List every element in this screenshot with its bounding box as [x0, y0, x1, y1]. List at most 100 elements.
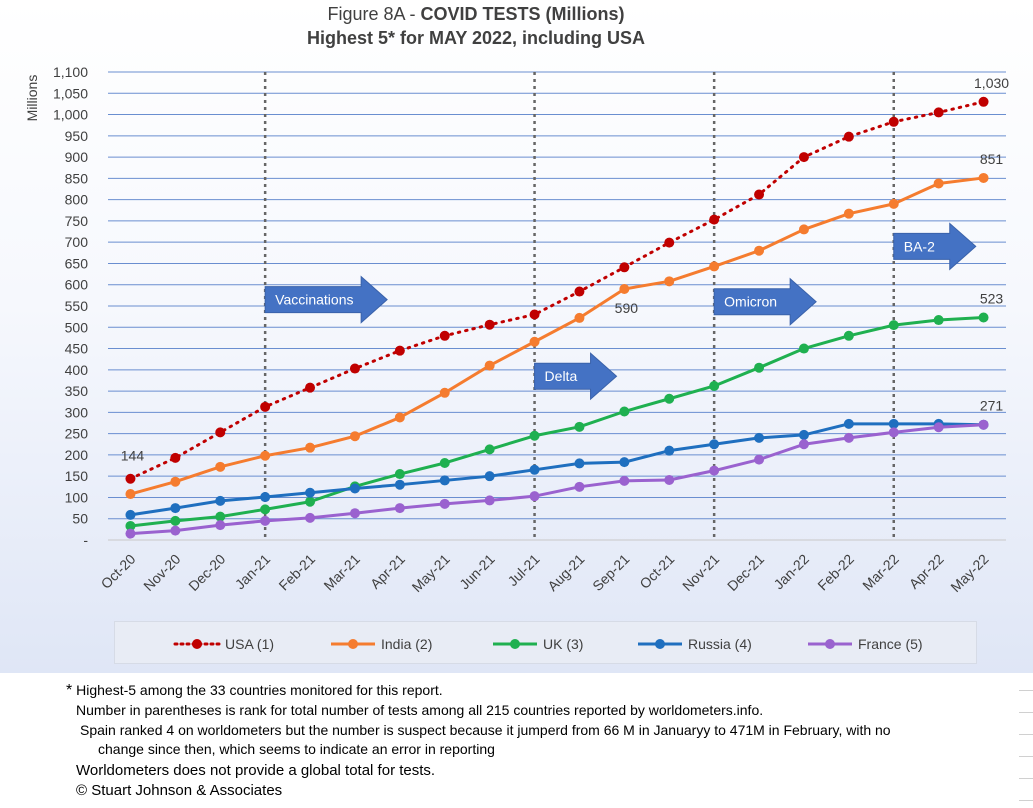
data-point-usa-1	[798, 152, 809, 163]
data-point-india-2	[260, 450, 271, 461]
data-point-india-2	[215, 461, 226, 472]
data-point-france-5	[574, 481, 585, 492]
y-tick-label: 1,100	[53, 64, 88, 80]
data-point-russia-4	[125, 509, 136, 520]
legend-label-russia: Russia (4)	[688, 635, 752, 652]
footnote-highest-5: * Highest-5 among the 33 countries monit…	[66, 682, 443, 700]
x-tick-label: Jun-21	[456, 551, 498, 593]
data-point-india-2	[125, 489, 136, 500]
data-point-usa-1	[888, 116, 899, 127]
x-tick-label: Apr-21	[367, 551, 408, 592]
data-point-france-5	[664, 475, 675, 486]
data-point-uk-3	[664, 393, 675, 404]
chart-title-prefix: Figure 8A -	[327, 4, 420, 24]
data-point-usa-1	[709, 214, 720, 225]
data-point-france-5	[978, 419, 989, 430]
y-tick-label: 150	[65, 468, 89, 484]
y-tick-label: 650	[65, 255, 89, 271]
series-line-russia-4	[128, 422, 986, 517]
series-lines	[125, 96, 989, 539]
y-tick-label: 700	[65, 234, 89, 250]
x-tick-label: Dec-20	[185, 551, 228, 594]
data-point-france-5	[484, 495, 495, 506]
data-point-usa-1	[394, 345, 405, 356]
data-point-india-2	[798, 224, 809, 235]
data-point-russia-4	[574, 458, 585, 469]
data-point-usa-1	[529, 309, 540, 320]
chart-title-bold: COVID TESTS (Millions)	[421, 4, 625, 24]
legend-item-france: France (5)	[806, 622, 923, 665]
data-point-usa-1	[933, 107, 944, 118]
edge-rule	[1019, 690, 1033, 691]
data-point-uk-3	[978, 312, 989, 323]
y-tick-label: 1,050	[53, 85, 88, 101]
series-line-uk-3	[128, 315, 986, 528]
y-tick-label: 900	[65, 149, 89, 165]
data-point-france-5	[125, 528, 136, 539]
data-point-uk-3	[574, 421, 585, 432]
data-point-usa-1	[484, 319, 495, 330]
data-point-france-5	[709, 465, 720, 476]
data-point-uk-3	[619, 406, 630, 417]
data-point-france-5	[754, 454, 765, 465]
data-point-uk-3	[798, 343, 809, 354]
data-point-usa-1	[619, 262, 630, 273]
legend-item-usa: USA (1)	[173, 622, 274, 665]
x-tick-label: Jan-22	[770, 551, 812, 593]
y-tick-label: 200	[65, 447, 89, 463]
data-label: 590	[615, 300, 639, 316]
data-point-uk-3	[484, 444, 495, 455]
y-tick-label: 800	[65, 192, 89, 208]
data-point-france-5	[798, 439, 809, 450]
legend-item-india: India (2)	[329, 622, 432, 665]
x-tick-label: Nov-21	[679, 551, 722, 594]
data-point-india-2	[664, 276, 675, 287]
x-tick-label: Oct-20	[98, 551, 139, 592]
data-point-uk-3	[843, 330, 854, 341]
data-point-russia-4	[439, 475, 450, 486]
series-line-india-2	[128, 176, 986, 496]
data-point-india-2	[349, 431, 360, 442]
data-point-uk-3	[305, 496, 316, 507]
x-tick-label: Oct-21	[636, 551, 677, 592]
y-axis-ticks: - 50 100 150 200 250 300 350 400 450 500 550 600 650 7…	[53, 64, 88, 548]
legend-swatch-russia	[638, 638, 682, 649]
data-point-uk-3	[709, 380, 720, 391]
event-label-delta: Delta	[545, 368, 578, 384]
data-point-india-2	[394, 412, 405, 423]
data-point-usa-1	[439, 330, 450, 341]
data-point-uk-3	[529, 430, 540, 441]
y-tick-label: 50	[72, 511, 88, 527]
data-point-india-2	[843, 208, 854, 219]
x-tick-label: May-21	[409, 551, 453, 595]
data-point-usa-1	[305, 382, 316, 393]
event-arrow-vaccinations	[264, 275, 388, 324]
event-label-omicron: Omicron	[724, 294, 777, 310]
data-point-uk-3	[215, 511, 226, 522]
data-point-russia-4	[260, 492, 271, 503]
data-point-russia-4	[709, 439, 720, 450]
data-point-france-5	[888, 427, 899, 438]
x-tick-label: Mar-21	[320, 551, 363, 594]
data-label: 1,030	[974, 75, 1009, 91]
data-point-france-5	[619, 475, 630, 486]
y-tick-label: 450	[65, 341, 89, 357]
legend-swatch-usa	[173, 638, 221, 649]
data-point-india-2	[305, 442, 316, 453]
data-point-uk-3	[933, 315, 944, 326]
data-point-france-5	[305, 512, 316, 523]
data-point-usa-1	[664, 237, 675, 248]
data-point-france-5	[170, 525, 181, 536]
y-tick-label: 100	[65, 489, 89, 505]
legend-label-india: India (2)	[381, 635, 433, 652]
y-tick-label: 550	[65, 298, 89, 314]
edge-rule	[1019, 734, 1033, 735]
event-label-vaccinations: Vaccinations	[275, 292, 353, 308]
event-markers: Vaccinations Delta Omicron BA-2	[263, 72, 977, 540]
data-point-russia-4	[664, 445, 675, 456]
y-tick-label: 600	[65, 277, 89, 293]
x-tick-label: Apr-22	[906, 551, 947, 592]
data-point-india-2	[170, 476, 181, 487]
data-label: 271	[980, 398, 1004, 414]
data-point-india-2	[439, 387, 450, 398]
